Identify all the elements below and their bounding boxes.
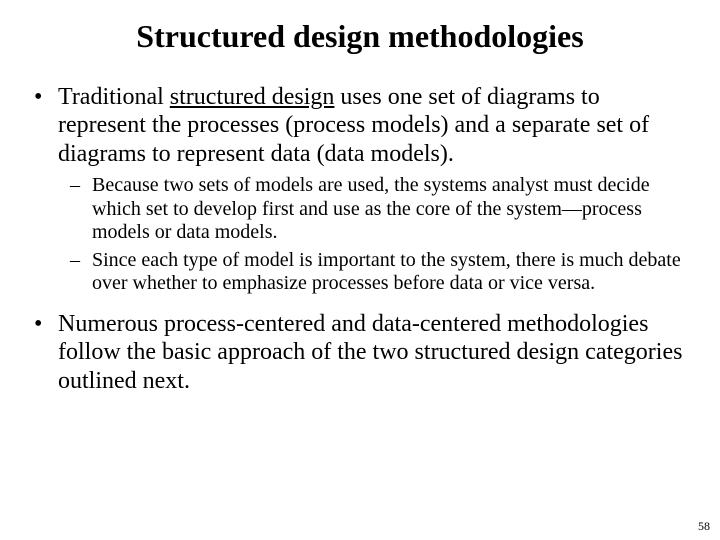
slide-container: Structured design methodologies Traditio… [0, 0, 720, 395]
sub-bullet-list: Because two sets of models are used, the… [58, 174, 690, 296]
sub-bullet-2: Since each type of model is important to… [68, 249, 690, 296]
bullet-list: Traditional structured design uses one s… [30, 83, 690, 395]
slide-title: Structured design methodologies [30, 18, 690, 55]
sub-bullet-1: Because two sets of models are used, the… [68, 174, 690, 245]
bullet-item-2: Numerous process-centered and data-cente… [30, 310, 690, 395]
bullet-1-underlined: structured design [170, 84, 335, 110]
bullet-item-1: Traditional structured design uses one s… [30, 83, 690, 296]
page-number: 58 [698, 519, 710, 534]
bullet-1-pre: Traditional [58, 84, 170, 110]
